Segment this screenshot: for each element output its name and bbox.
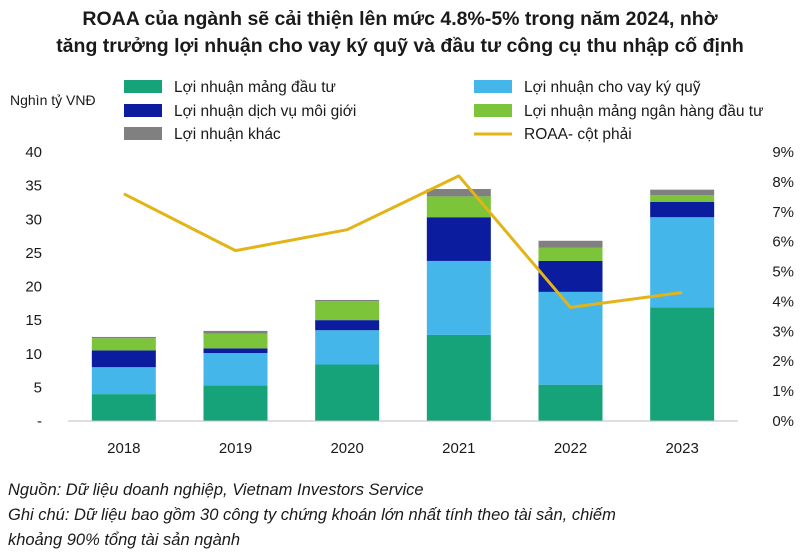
y-tick-label: 5	[34, 379, 42, 396]
bar-segment-2019-s2	[203, 348, 268, 354]
bar-segment-2022-s2	[538, 260, 603, 292]
bar-segment-2023-s1	[650, 217, 715, 308]
legend-swatch	[474, 80, 512, 93]
bar-segment-2021-s2	[426, 217, 491, 261]
y2-tick-label: 7%	[772, 204, 794, 221]
bar-segment-2019-s3	[203, 333, 268, 349]
bar-segment-2021-s1	[426, 260, 491, 335]
y2-tick-label: 5%	[772, 264, 794, 281]
y2-tick-label: 6%	[772, 234, 794, 251]
y-tick-label: 25	[25, 245, 42, 262]
legend-label: ROAA- cột phải	[524, 126, 632, 143]
y2-tick-label: 0%	[772, 413, 794, 430]
bar-segment-2022-s3	[538, 247, 603, 261]
bars	[91, 188, 715, 421]
x-tick-label: 2021	[442, 440, 475, 457]
y-tick-label: -	[37, 413, 42, 430]
bar-segment-2019-s0	[203, 385, 268, 421]
legend: Lợi nhuận mảng đầu tư Lợi nhuận cho vay k…	[124, 79, 763, 143]
bar-segment-2021-s3	[426, 196, 491, 218]
bar-segment-2023-s2	[650, 201, 715, 218]
title-line-1: ROAA của ngành sẽ cải thiện lên mức 4.8%…	[82, 8, 718, 30]
y-tick-label: 20	[25, 279, 42, 296]
legend-label: Lợi nhuận dịch vụ môi giới	[174, 103, 356, 120]
title-line-2: tăng trưởng lợi nhuận cho vay ký quỹ và …	[56, 35, 744, 57]
bar-segment-2020-s2	[315, 320, 380, 331]
legend-swatch	[124, 127, 162, 140]
roaa-line-series	[123, 174, 683, 309]
y-tick-label: 15	[25, 312, 42, 329]
y-tick-label: 40	[25, 144, 42, 161]
y-tick-label: 30	[25, 211, 42, 228]
bar-segment-2018-s2	[91, 350, 156, 368]
bar-segment-2022-s0	[538, 384, 603, 421]
bar-segment-2018-s3	[91, 338, 156, 351]
bar-segment-2023-s4	[650, 189, 715, 196]
x-axis-ticks: 2018 2019 2020 2021 2022 2023	[107, 440, 699, 457]
y2-tick-label: 3%	[772, 323, 794, 340]
legend-swatch	[124, 80, 162, 93]
source-text: Nguồn: Dữ liệu doanh nghiệp, Vietnam Inv…	[8, 481, 424, 499]
bar-segment-2022-s4	[538, 240, 603, 248]
x-tick-label: 2023	[665, 440, 698, 457]
bar-segment-2021-s4	[426, 188, 491, 197]
x-tick-label: 2022	[554, 440, 587, 457]
chart-title: ROAA của ngành sẽ cải thiện lên mức 4.8%…	[0, 6, 800, 60]
y-tick-label: 10	[25, 346, 42, 363]
y-axis-ticks: - 5 10 15 20 25 30 35 40	[25, 144, 42, 430]
bar-segment-2018-s4	[91, 336, 156, 339]
roaa-line	[123, 174, 683, 309]
y2-tick-label: 4%	[772, 293, 794, 310]
bar-segment-2018-s0	[91, 394, 156, 421]
y-tick-label: 35	[25, 178, 42, 195]
bar-segment-2018-s1	[91, 367, 156, 395]
y2-tick-label: 8%	[772, 174, 794, 191]
note-line-2: khoảng 90% tổng tài sản ngành	[8, 531, 241, 549]
bar-segment-2023-s3	[650, 195, 715, 202]
stacked-bar-chart: Nghìn tỷ VNĐ Lợi nhuận mảng đầu tư Lợi nh…	[10, 79, 794, 457]
legend-label: Lợi nhuận cho vay ký quỹ	[524, 79, 701, 96]
legend-label: Lợi nhuận mảng ngân hàng đầu tư	[524, 103, 763, 120]
legend-label: Lợi nhuận mảng đầu tư	[174, 79, 336, 96]
y2-axis-ticks: 0% 1% 2% 3% 4% 5% 6% 7% 8% 9%	[772, 144, 794, 430]
bar-segment-2020-s4	[315, 299, 380, 302]
y-axis-label: Nghìn tỷ VNĐ	[10, 92, 96, 108]
legend-swatch	[474, 104, 512, 117]
note-line-1: Ghi chú: Dữ liệu bao gồm 30 công ty chứn…	[8, 506, 616, 524]
bar-segment-2019-s1	[203, 353, 268, 386]
y2-tick-label: 1%	[772, 383, 794, 400]
bar-segment-2020-s3	[315, 301, 380, 321]
y2-tick-label: 2%	[772, 353, 794, 370]
bar-segment-2019-s4	[203, 330, 268, 334]
bar-segment-2023-s0	[650, 307, 715, 421]
x-tick-label: 2018	[107, 440, 140, 457]
bar-segment-2021-s0	[426, 334, 491, 421]
x-tick-label: 2020	[330, 440, 363, 457]
bar-segment-2020-s0	[315, 364, 380, 421]
legend-swatch	[124, 104, 162, 117]
y2-tick-label: 9%	[772, 144, 794, 161]
bar-segment-2020-s1	[315, 330, 380, 365]
x-tick-label: 2019	[219, 440, 252, 457]
legend-label: Lợi nhuận khác	[174, 126, 281, 143]
